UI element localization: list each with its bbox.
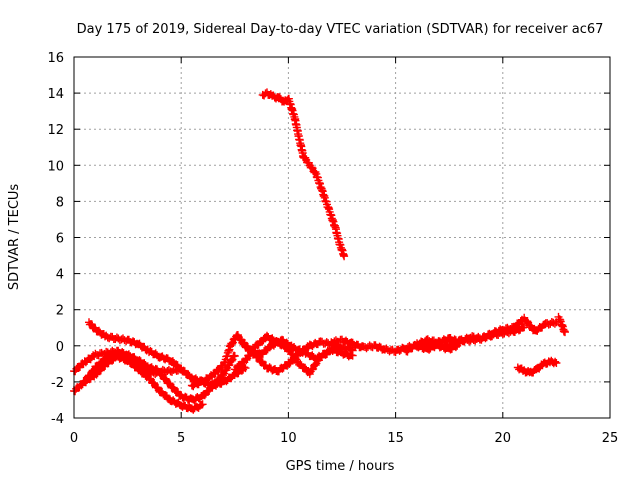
series-right-arc-2: [413, 323, 529, 354]
x-tick-label: 10: [280, 431, 297, 446]
series-upper-arc: [258, 88, 349, 261]
y-tick-label: -4: [51, 412, 64, 427]
y-tick-label: 8: [56, 195, 64, 210]
series-middle-arc-3: [237, 335, 331, 364]
x-tick-label: 25: [602, 431, 619, 446]
y-axis-label: SDTVAR / TECUs: [7, 184, 22, 291]
x-axis-label: GPS time / hours: [286, 459, 395, 474]
x-tick-label: 5: [177, 431, 185, 446]
chart-title: Day 175 of 2019, Sidereal Day-to-day VTE…: [77, 22, 604, 37]
data-point-markers: [258, 88, 349, 261]
axis-ticks: 0 5 10 15 20 25 -4 -2 0 2 4 6 8 10 12 14 16: [47, 51, 618, 446]
y-tick-label: 0: [56, 340, 64, 355]
series-right-arc-4: [554, 312, 569, 337]
data-point-markers: [237, 335, 331, 364]
y-tick-label: 4: [56, 268, 64, 283]
data-point-markers: [513, 356, 561, 377]
y-tick-label: 2: [56, 304, 64, 319]
y-tick-label: 16: [47, 51, 64, 66]
x-tick-label: 20: [495, 431, 512, 446]
data-point-markers: [85, 318, 250, 390]
series-lower-arc-2: [80, 351, 207, 414]
data-point-markers: [413, 323, 529, 354]
grid-lines: [74, 57, 610, 418]
data-points: [70, 88, 569, 414]
y-tick-label: 12: [47, 123, 64, 138]
data-point-markers: [554, 312, 569, 337]
y-tick-label: -2: [51, 376, 64, 391]
x-tick-label: 15: [387, 431, 404, 446]
y-tick-label: 10: [47, 159, 64, 174]
data-point-markers: [80, 351, 207, 414]
y-tick-label: 14: [47, 87, 64, 102]
y-tick-label: 6: [56, 232, 64, 247]
series-right-arc-3: [513, 356, 561, 377]
x-tick-label: 0: [70, 431, 78, 446]
series-lower-arc-3: [85, 318, 250, 390]
